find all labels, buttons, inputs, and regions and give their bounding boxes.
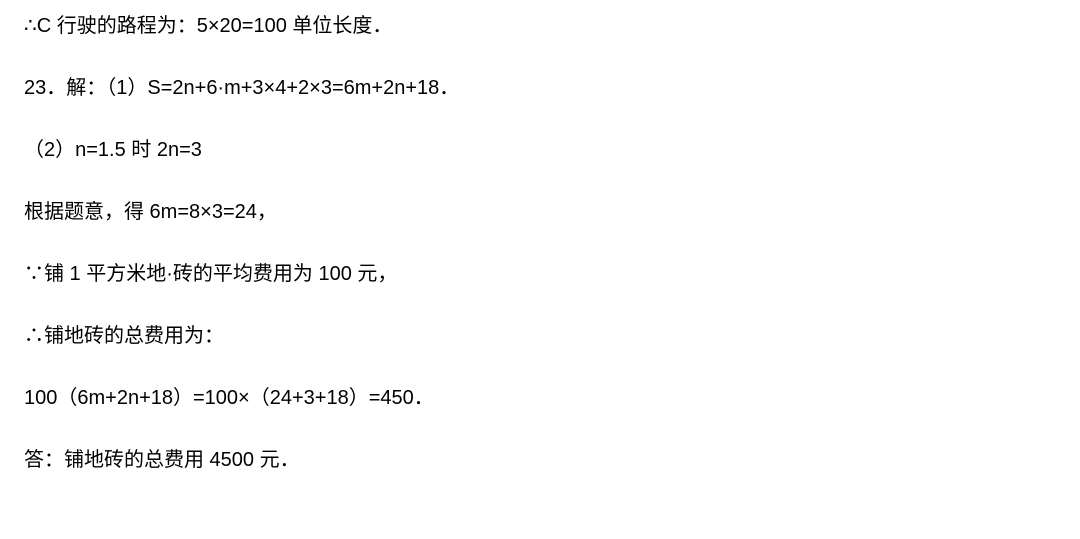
text-line-2: 23．解：（1）S=2n+6·m+3×4+2×3=6m+2n+18．: [24, 72, 1056, 104]
text-line-3: （2）n=1.5 时 2n=3: [24, 134, 1056, 166]
text-line-5: ∵铺 1 平方米地·砖的平均费用为 100 元，: [24, 258, 1056, 290]
text-line-8: 答：铺地砖的总费用 4500 元．: [24, 444, 1056, 476]
text-line-7: 100（6m+2n+18）=100×（24+3+18）=450．: [24, 382, 1056, 414]
text-line-4: 根据题意，得 6m=8×3=24，: [24, 196, 1056, 228]
text-line-6: ∴铺地砖的总费用为：: [24, 320, 1056, 352]
text-line-1: ∴C 行驶的路程为：5×20=100 单位长度．: [24, 10, 1056, 42]
